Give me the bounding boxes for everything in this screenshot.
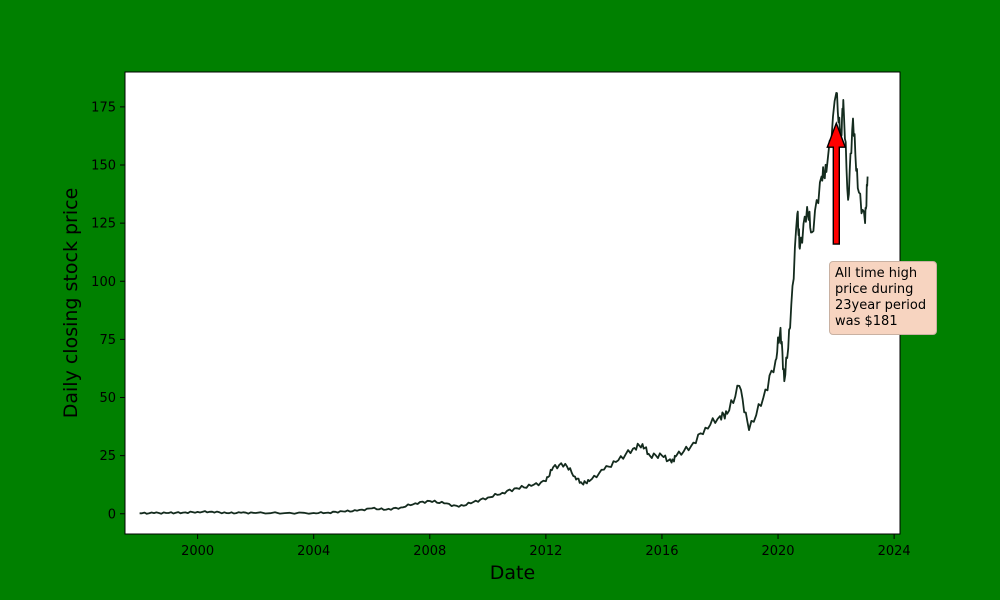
x-axis-label: Date bbox=[490, 562, 535, 584]
y-tick-label: 125 bbox=[91, 217, 116, 232]
y-tick-label: 25 bbox=[99, 449, 116, 464]
y-tick-label: 100 bbox=[91, 275, 116, 290]
x-tick-label: 2000 bbox=[181, 544, 214, 559]
plot-area bbox=[125, 72, 900, 534]
price-line bbox=[139, 92, 869, 515]
x-tick-label: 2020 bbox=[761, 544, 794, 559]
y-tick-label: 150 bbox=[91, 159, 116, 174]
y-tick-label: 0 bbox=[108, 507, 116, 522]
x-tick-label: 2008 bbox=[413, 544, 446, 559]
x-tick-label: 2004 bbox=[297, 544, 330, 559]
x-tick-label: 2024 bbox=[878, 544, 911, 559]
y-axis-label: Daily closing stock price bbox=[60, 188, 82, 419]
y-tick-label: 75 bbox=[99, 333, 116, 348]
x-tick-label: 2012 bbox=[529, 544, 562, 559]
x-tick-label: 2016 bbox=[645, 544, 678, 559]
annotation-arrow bbox=[826, 121, 847, 245]
annotation-note: All time high price during 23year period… bbox=[829, 261, 937, 335]
y-tick-label: 50 bbox=[99, 391, 116, 406]
y-tick-label: 175 bbox=[91, 100, 116, 115]
